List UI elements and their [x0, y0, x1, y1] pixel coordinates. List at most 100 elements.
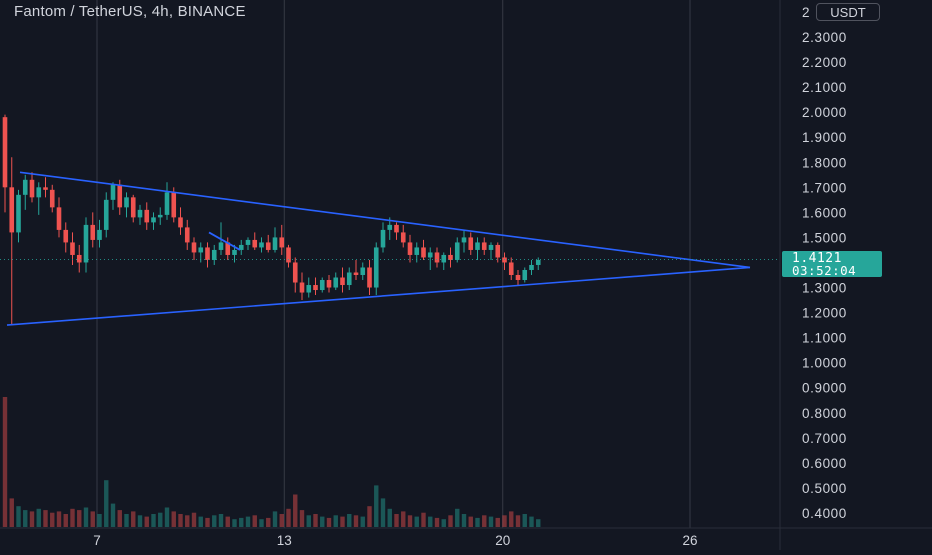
volume-bar [212, 515, 217, 527]
candle-body [313, 285, 318, 291]
candle-body [124, 197, 129, 208]
volume-bar [124, 514, 129, 527]
candle-body [265, 242, 271, 250]
candles [2, 114, 541, 326]
candle-body [144, 209, 150, 223]
candle-body [184, 227, 190, 243]
volume-bars [2, 397, 541, 527]
candle-body [238, 244, 244, 250]
volume-bar [252, 515, 257, 527]
price-axis-label: 1.8000 [802, 155, 847, 170]
volume-bar [401, 511, 406, 527]
volume-bar [482, 515, 487, 527]
candle-body [157, 214, 163, 218]
candle-body [400, 232, 406, 243]
candle-body [427, 252, 433, 258]
candle-body [16, 194, 21, 233]
price-axis-label: 1.6000 [802, 205, 847, 220]
candle-body [63, 229, 69, 243]
volume-bar [2, 397, 8, 527]
grid-lines [96, 0, 691, 528]
volume-bar [286, 508, 291, 527]
candle-body [475, 242, 480, 250]
volume-bar [97, 514, 102, 527]
volume-bar [434, 517, 440, 527]
volume-bar [77, 510, 82, 527]
volume-bar [320, 516, 325, 527]
candle-body [76, 254, 82, 263]
volume-bar [50, 512, 55, 527]
volume-bar [63, 514, 68, 527]
time-axis[interactable]: 7 13 20 26 [93, 533, 697, 548]
trendline-upper [19, 171, 751, 269]
volume-bar [414, 516, 419, 527]
candle-body [373, 247, 379, 288]
bar-countdown: 03:52:04 [792, 263, 857, 278]
candle-body [279, 237, 285, 248]
candle-body [508, 262, 514, 275]
volume-bar [16, 506, 21, 527]
volume-bar [198, 516, 203, 527]
candle-body [515, 275, 521, 281]
volume-bar [205, 517, 210, 527]
volume-bar [225, 516, 230, 527]
candle-body [198, 247, 204, 253]
chart-title: Fantom / TetherUS, 4h, BINANCE [14, 3, 246, 20]
volume-bar [158, 512, 163, 527]
candle-body [97, 229, 102, 240]
volume-bar [394, 514, 399, 527]
price-axis-label: 2.2000 [802, 55, 847, 70]
currency-selector[interactable]: USDT [816, 3, 880, 21]
price-axis-label: 1.7000 [802, 180, 847, 195]
volume-bar [353, 515, 359, 527]
volume-bar [90, 511, 95, 527]
candle-body [225, 242, 231, 255]
volume-bar [428, 516, 433, 527]
current-price-value: 1.4121 [792, 251, 842, 266]
candle-body [36, 187, 42, 198]
candle-body [502, 257, 507, 263]
volume-bar [70, 508, 75, 527]
time-axis-label: 20 [495, 533, 510, 548]
candle-body [164, 192, 170, 215]
candle-body [481, 242, 487, 250]
volume-bar [178, 514, 183, 527]
trendlines[interactable] [6, 171, 751, 326]
volume-bar [374, 485, 379, 527]
price-axis-label: 1.9000 [802, 130, 847, 145]
volume-bar [191, 512, 197, 527]
candle-body [259, 242, 264, 248]
volume-bar [347, 514, 352, 527]
candle-body [360, 267, 366, 275]
volume-bar [529, 516, 534, 527]
volume-bar [259, 519, 264, 527]
price-axis[interactable]: 2 2.3000 2.2000 2.1000 2.0000 1.9000 1.8000 1.7… [802, 5, 847, 521]
volume-bar [509, 511, 514, 527]
candle-body [232, 249, 237, 255]
candle-body [326, 280, 332, 288]
volume-bar [104, 480, 109, 527]
volume-bar [131, 511, 136, 527]
candle-body [137, 209, 143, 218]
candle-body [9, 187, 15, 233]
candle-body [29, 179, 35, 198]
candle-body [353, 272, 359, 275]
volume-bar [515, 515, 521, 527]
volume-bar [272, 511, 278, 527]
volume-bar [421, 512, 426, 527]
volume-bar [468, 516, 473, 527]
price-axis-label: 1.3000 [802, 281, 847, 296]
candle-body [454, 242, 460, 260]
volume-bar [56, 511, 62, 527]
candle-body [245, 239, 251, 245]
volume-bar [293, 494, 298, 527]
candle-body [346, 272, 352, 286]
time-axis-label: 26 [682, 533, 697, 548]
candle-body [535, 259, 541, 265]
candle-body [468, 237, 474, 250]
volume-bar [232, 519, 237, 527]
price-axis-label: 0.8000 [802, 406, 847, 421]
candle-body [306, 285, 312, 293]
